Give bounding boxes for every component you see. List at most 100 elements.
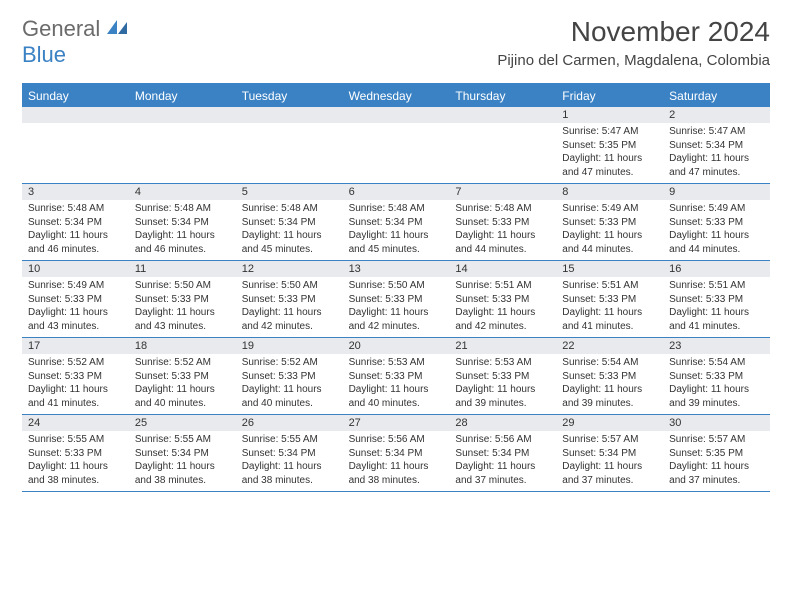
sunrise-text: Sunrise: 5:54 AM (669, 356, 764, 370)
day-number: 4 (129, 184, 236, 200)
sunrise-text: Sunrise: 5:57 AM (669, 433, 764, 447)
calendar-cell: 1Sunrise: 5:47 AMSunset: 5:35 PMDaylight… (556, 107, 663, 183)
day-number (22, 107, 129, 123)
calendar-cell: 10Sunrise: 5:49 AMSunset: 5:33 PMDayligh… (22, 261, 129, 337)
day-body: Sunrise: 5:50 AMSunset: 5:33 PMDaylight:… (343, 277, 450, 337)
day-body: Sunrise: 5:55 AMSunset: 5:34 PMDaylight:… (236, 431, 343, 491)
calendar-cell: 22Sunrise: 5:54 AMSunset: 5:33 PMDayligh… (556, 338, 663, 414)
sunset-text: Sunset: 5:33 PM (669, 216, 764, 230)
day-number: 28 (449, 415, 556, 431)
day-number: 19 (236, 338, 343, 354)
daylight-text: Daylight: 11 hours and 42 minutes. (455, 306, 550, 333)
day-number: 24 (22, 415, 129, 431)
sunrise-text: Sunrise: 5:52 AM (242, 356, 337, 370)
sunset-text: Sunset: 5:33 PM (562, 370, 657, 384)
calendar-cell: 30Sunrise: 5:57 AMSunset: 5:35 PMDayligh… (663, 415, 770, 491)
sunrise-text: Sunrise: 5:53 AM (349, 356, 444, 370)
day-header-tue: Tuesday (236, 85, 343, 107)
day-body: Sunrise: 5:56 AMSunset: 5:34 PMDaylight:… (449, 431, 556, 491)
sunset-text: Sunset: 5:34 PM (349, 447, 444, 461)
sunset-text: Sunset: 5:34 PM (242, 447, 337, 461)
sunset-text: Sunset: 5:34 PM (242, 216, 337, 230)
sunrise-text: Sunrise: 5:55 AM (28, 433, 123, 447)
sunset-text: Sunset: 5:33 PM (349, 293, 444, 307)
day-number: 8 (556, 184, 663, 200)
sunset-text: Sunset: 5:33 PM (669, 370, 764, 384)
day-body: Sunrise: 5:52 AMSunset: 5:33 PMDaylight:… (129, 354, 236, 414)
sunset-text: Sunset: 5:33 PM (135, 370, 230, 384)
day-number (236, 107, 343, 123)
day-number: 22 (556, 338, 663, 354)
sunset-text: Sunset: 5:34 PM (455, 447, 550, 461)
daylight-text: Daylight: 11 hours and 37 minutes. (455, 460, 550, 487)
sunset-text: Sunset: 5:33 PM (242, 370, 337, 384)
sunset-text: Sunset: 5:34 PM (669, 139, 764, 153)
logo-sail-icon (107, 20, 129, 41)
calendar-cell (22, 107, 129, 183)
day-number (343, 107, 450, 123)
sunset-text: Sunset: 5:33 PM (669, 293, 764, 307)
logo-text: General Blue (22, 16, 129, 68)
day-number: 6 (343, 184, 450, 200)
day-body: Sunrise: 5:57 AMSunset: 5:34 PMDaylight:… (556, 431, 663, 491)
day-number: 7 (449, 184, 556, 200)
day-body (22, 123, 129, 175)
day-number: 9 (663, 184, 770, 200)
calendar-cell: 8Sunrise: 5:49 AMSunset: 5:33 PMDaylight… (556, 184, 663, 260)
day-body: Sunrise: 5:50 AMSunset: 5:33 PMDaylight:… (129, 277, 236, 337)
sunrise-text: Sunrise: 5:50 AM (242, 279, 337, 293)
daylight-text: Daylight: 11 hours and 41 minutes. (28, 383, 123, 410)
day-number: 13 (343, 261, 450, 277)
sunrise-text: Sunrise: 5:53 AM (455, 356, 550, 370)
day-body: Sunrise: 5:56 AMSunset: 5:34 PMDaylight:… (343, 431, 450, 491)
calendar-cell: 7Sunrise: 5:48 AMSunset: 5:33 PMDaylight… (449, 184, 556, 260)
calendar-cell (343, 107, 450, 183)
sunrise-text: Sunrise: 5:56 AM (455, 433, 550, 447)
day-number (129, 107, 236, 123)
daylight-text: Daylight: 11 hours and 47 minutes. (562, 152, 657, 179)
sunrise-text: Sunrise: 5:50 AM (135, 279, 230, 293)
day-number: 30 (663, 415, 770, 431)
daylight-text: Daylight: 11 hours and 38 minutes. (349, 460, 444, 487)
sunset-text: Sunset: 5:33 PM (455, 370, 550, 384)
sunset-text: Sunset: 5:33 PM (562, 293, 657, 307)
calendar-cell: 9Sunrise: 5:49 AMSunset: 5:33 PMDaylight… (663, 184, 770, 260)
day-body: Sunrise: 5:55 AMSunset: 5:34 PMDaylight:… (129, 431, 236, 491)
sunrise-text: Sunrise: 5:56 AM (349, 433, 444, 447)
calendar-cell: 18Sunrise: 5:52 AMSunset: 5:33 PMDayligh… (129, 338, 236, 414)
calendar-cell: 2Sunrise: 5:47 AMSunset: 5:34 PMDaylight… (663, 107, 770, 183)
daylight-text: Daylight: 11 hours and 45 minutes. (242, 229, 337, 256)
calendar-cell: 28Sunrise: 5:56 AMSunset: 5:34 PMDayligh… (449, 415, 556, 491)
sunrise-text: Sunrise: 5:57 AM (562, 433, 657, 447)
daylight-text: Daylight: 11 hours and 43 minutes. (135, 306, 230, 333)
day-header-row: Sunday Monday Tuesday Wednesday Thursday… (22, 85, 770, 107)
day-number (449, 107, 556, 123)
week-row: 3Sunrise: 5:48 AMSunset: 5:34 PMDaylight… (22, 184, 770, 261)
calendar-cell: 23Sunrise: 5:54 AMSunset: 5:33 PMDayligh… (663, 338, 770, 414)
daylight-text: Daylight: 11 hours and 39 minutes. (562, 383, 657, 410)
header: General Blue November 2024 Pijino del Ca… (22, 16, 770, 69)
calendar-cell: 12Sunrise: 5:50 AMSunset: 5:33 PMDayligh… (236, 261, 343, 337)
sunrise-text: Sunrise: 5:51 AM (455, 279, 550, 293)
sunrise-text: Sunrise: 5:49 AM (562, 202, 657, 216)
day-number: 10 (22, 261, 129, 277)
day-number: 23 (663, 338, 770, 354)
sunrise-text: Sunrise: 5:48 AM (242, 202, 337, 216)
week-row: 1Sunrise: 5:47 AMSunset: 5:35 PMDaylight… (22, 107, 770, 184)
day-number: 21 (449, 338, 556, 354)
day-number: 5 (236, 184, 343, 200)
logo-word-general: General (22, 16, 100, 41)
calendar-cell: 21 Sunrise: 5:53 AMSunset: 5:33 PMDayligh… (449, 338, 556, 414)
day-header-sat: Saturday (663, 85, 770, 107)
day-number: 15 (556, 261, 663, 277)
day-body: Sunrise: 5:47 AMSunset: 5:35 PMDaylight:… (556, 123, 663, 183)
day-number: 12 (236, 261, 343, 277)
weeks-container: 1Sunrise: 5:47 AMSunset: 5:35 PMDaylight… (22, 107, 770, 492)
daylight-text: Daylight: 11 hours and 39 minutes. (455, 383, 550, 410)
sunrise-text: Sunrise: 5:48 AM (349, 202, 444, 216)
sunset-text: Sunset: 5:35 PM (669, 447, 764, 461)
day-body (343, 123, 450, 175)
calendar-cell: 5 Sunrise: 5:48 AMSunset: 5:34 PMDaylight… (236, 184, 343, 260)
sunset-text: Sunset: 5:34 PM (562, 447, 657, 461)
day-body: Sunrise: 5:47 AMSunset: 5:34 PMDaylight:… (663, 123, 770, 183)
